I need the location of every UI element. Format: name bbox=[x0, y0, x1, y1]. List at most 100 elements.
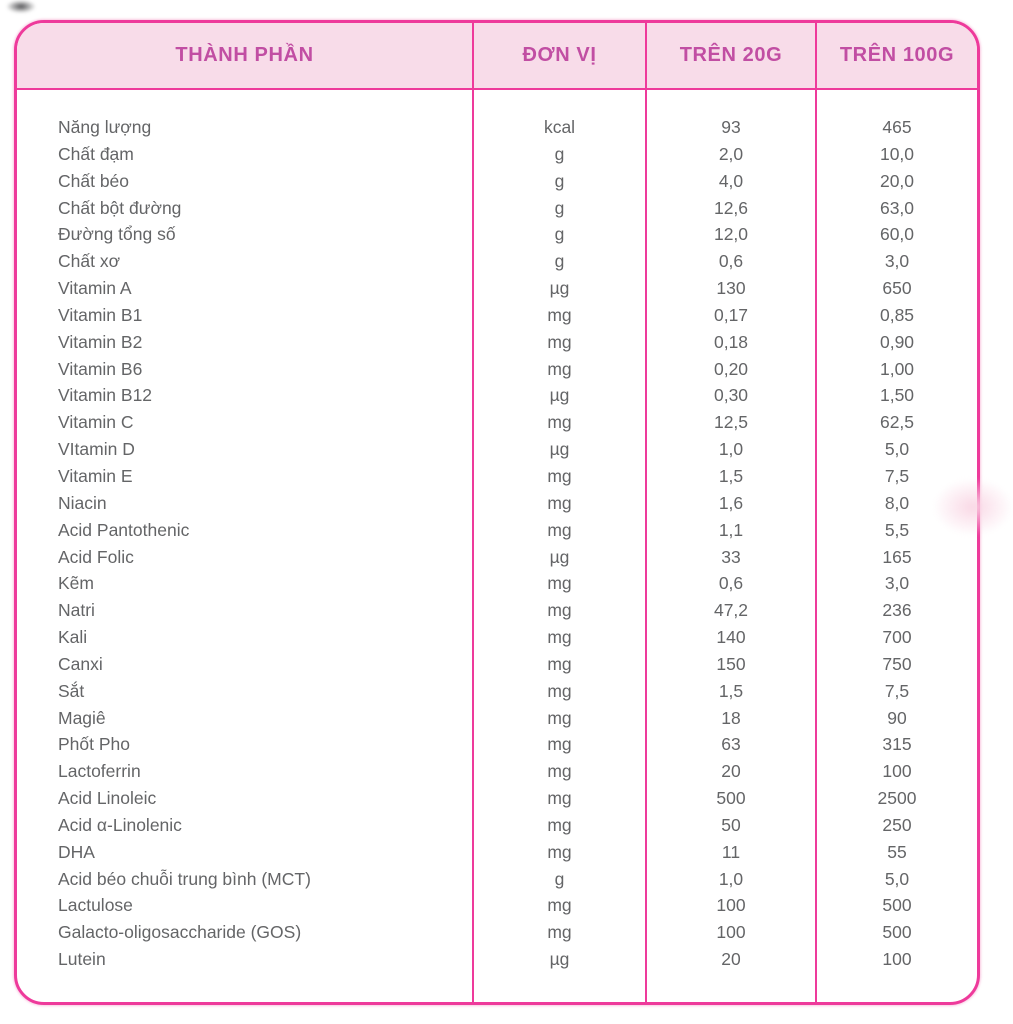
value-per-20g: 1,0 bbox=[718, 868, 744, 889]
ingredient-unit: mg bbox=[547, 627, 572, 648]
value-per-100g: 500 bbox=[882, 922, 912, 943]
header-per-20g-label: TRÊN 20G bbox=[679, 44, 783, 66]
value-per-20g: 33 bbox=[721, 546, 741, 567]
ingredient-unit: µg bbox=[549, 385, 570, 406]
value-per-100g: 236 bbox=[882, 600, 912, 621]
value-per-20g: 100 bbox=[716, 895, 746, 916]
header-ingredient-label: THÀNH PHẦN bbox=[175, 44, 314, 66]
ingredient-name: Acid Folic bbox=[58, 546, 134, 567]
ingredient-name: Chất xơ bbox=[58, 251, 121, 272]
column-ingredient: THÀNH PHẦN Năng lượng Chất đạm Chất béo Chấ… bbox=[17, 23, 472, 1002]
nutrition-table-grid: THÀNH PHẦN Năng lượng Chất đạm Chất béo Chấ… bbox=[17, 23, 977, 1002]
value-per-100g: 465 bbox=[882, 117, 912, 137]
value-per-20g: 63 bbox=[721, 734, 741, 755]
value-per-100g: 700 bbox=[882, 627, 912, 648]
header-unit-label: ĐƠN VỊ bbox=[522, 44, 597, 66]
value-per-100g: 8,0 bbox=[884, 492, 910, 513]
value-per-100g: 1,50 bbox=[879, 385, 915, 406]
value-per-100g: 3,0 bbox=[884, 251, 910, 272]
scan-artifact-pink-smudge bbox=[933, 478, 1013, 536]
value-per-20g: 2,0 bbox=[718, 143, 744, 164]
nutrition-table: THÀNH PHẦN Năng lượng Chất đạm Chất béo Chấ… bbox=[14, 20, 980, 1005]
ingredient-name: Natri bbox=[58, 600, 95, 621]
ingredient-unit: g bbox=[554, 197, 565, 218]
ingredient-unit: mg bbox=[547, 600, 572, 621]
value-per-20g: 0,30 bbox=[713, 385, 749, 406]
ingredient-name: Đường tổng số bbox=[58, 224, 176, 245]
ingredient-name: Vitamin A bbox=[58, 278, 132, 299]
ingredient-unit: g bbox=[554, 143, 565, 164]
value-per-20g: 93 bbox=[721, 117, 741, 137]
value-per-100g: 60,0 bbox=[879, 224, 915, 245]
header-per-100g-label: TRÊN 100G bbox=[839, 44, 955, 66]
value-per-100g: 7,5 bbox=[884, 680, 910, 701]
value-per-20g: 12,0 bbox=[713, 224, 749, 245]
value-per-20g: 1,5 bbox=[718, 465, 744, 486]
ingredient-name: Vitamin B6 bbox=[58, 358, 143, 379]
per-20g-cells: 93 2,0 4,0 12,6 12,0 0,6 130 0,17 0,18 0,20 0,30 12… bbox=[647, 90, 815, 973]
ingredient-unit: mg bbox=[547, 519, 572, 540]
ingredient-unit: mg bbox=[547, 653, 572, 674]
value-per-20g: 1,5 bbox=[718, 680, 744, 701]
ingredient-name: Năng lượng bbox=[58, 117, 152, 137]
ingredient-unit: mg bbox=[547, 788, 572, 809]
value-per-20g: 0,20 bbox=[713, 358, 749, 379]
ingredient-unit: mg bbox=[547, 761, 572, 782]
value-per-20g: 0,18 bbox=[713, 331, 749, 352]
ingredient-name: Vitamin C bbox=[58, 412, 134, 433]
value-per-100g: 0,85 bbox=[879, 304, 915, 325]
value-per-20g: 1,0 bbox=[718, 439, 744, 460]
value-per-20g: 0,6 bbox=[718, 573, 744, 594]
value-per-20g: 1,6 bbox=[718, 492, 744, 513]
value-per-100g: 500 bbox=[882, 895, 912, 916]
value-per-20g: 12,5 bbox=[713, 412, 749, 433]
value-per-100g: 90 bbox=[887, 707, 907, 728]
value-per-100g: 1,00 bbox=[879, 358, 915, 379]
header-unit: ĐƠN VỊ bbox=[474, 23, 645, 90]
ingredient-unit: g bbox=[554, 868, 565, 889]
scan-artifact-dark-smudge bbox=[6, 0, 36, 13]
per-100g-cells: 465 10,0 20,0 63,0 60,0 3,0 650 0,85 0,90 1,00 1,5… bbox=[817, 90, 977, 973]
column-unit: ĐƠN VỊ kcal g g g g g µg mg mg mg µg mg µg mg mg mg µg mg… bbox=[472, 23, 645, 1002]
ingredient-unit: mg bbox=[547, 358, 572, 379]
ingredient-unit: mg bbox=[547, 304, 572, 325]
ingredient-name: Sắt bbox=[58, 680, 85, 701]
ingredient-unit: µg bbox=[549, 439, 570, 460]
ingredient-unit: g bbox=[554, 251, 565, 272]
ingredient-name: DHA bbox=[58, 841, 95, 862]
value-per-20g: 0,6 bbox=[718, 251, 744, 272]
ingredient-name: Canxi bbox=[58, 653, 103, 674]
value-per-20g: 50 bbox=[721, 814, 741, 835]
value-per-20g: 140 bbox=[716, 627, 746, 648]
ingredient-name: Lactoferrin bbox=[58, 761, 141, 782]
ingredient-name: Phốt Pho bbox=[58, 734, 130, 755]
ingredient-unit: kcal bbox=[543, 117, 576, 137]
ingredient-unit: mg bbox=[547, 331, 572, 352]
value-per-20g: 11 bbox=[721, 841, 741, 862]
ingredient-name: Lutein bbox=[58, 949, 106, 970]
value-per-100g: 250 bbox=[882, 814, 912, 835]
value-per-20g: 12,6 bbox=[713, 197, 749, 218]
ingredient-name: Vitamin B2 bbox=[58, 331, 143, 352]
value-per-20g: 130 bbox=[716, 278, 746, 299]
value-per-100g: 5,0 bbox=[884, 868, 910, 889]
header-per-20g: TRÊN 20G bbox=[647, 23, 815, 90]
ingredient-name: Chất đạm bbox=[58, 143, 134, 164]
ingredient-name: Vitamin B12 bbox=[58, 385, 153, 406]
value-per-100g: 7,5 bbox=[884, 465, 910, 486]
value-per-100g: 100 bbox=[882, 761, 912, 782]
value-per-100g: 5,5 bbox=[884, 519, 910, 540]
ingredient-unit: mg bbox=[547, 573, 572, 594]
value-per-100g: 100 bbox=[882, 949, 912, 970]
value-per-100g: 165 bbox=[882, 546, 912, 567]
ingredient-name: Lactulose bbox=[58, 895, 133, 916]
value-per-20g: 18 bbox=[721, 707, 741, 728]
ingredient-name: Chất bột đường bbox=[58, 197, 182, 218]
value-per-100g: 55 bbox=[887, 841, 907, 862]
ingredient-unit: g bbox=[554, 170, 565, 191]
ingredient-unit: µg bbox=[549, 949, 570, 970]
value-per-100g: 0,90 bbox=[879, 331, 915, 352]
ingredient-unit: mg bbox=[547, 680, 572, 701]
value-per-20g: 20 bbox=[721, 949, 741, 970]
value-per-20g: 0,17 bbox=[713, 304, 749, 325]
